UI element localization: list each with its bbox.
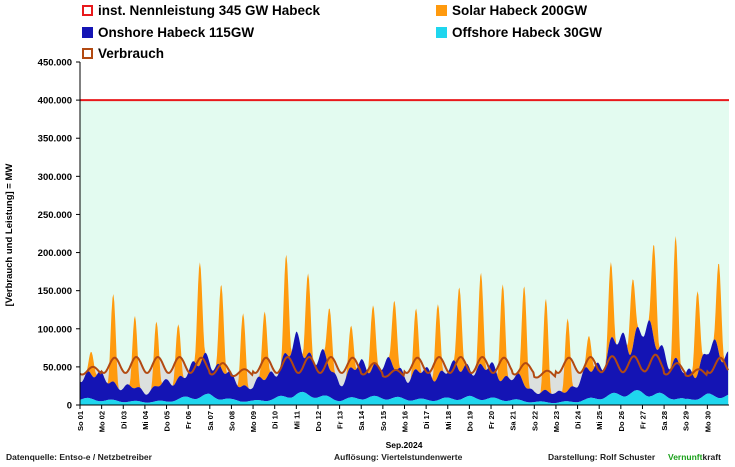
legend-label-solar: Solar Habeck 200GW: [452, 3, 588, 18]
x-tick-label: So 08: [227, 411, 236, 431]
x-tick-label: So 01: [76, 411, 85, 431]
x-tick-label: Sa 14: [357, 410, 366, 430]
legend: inst. Nennleistung 345 GW Habeck Solar H…: [0, 0, 735, 64]
x-tick-label: Di 10: [271, 411, 280, 429]
x-tick-label: Sa 07: [206, 411, 215, 431]
x-tick-label: Mi 04: [141, 410, 150, 430]
footer-resolution: Auflösung: Viertelstundenwerte: [334, 452, 463, 462]
x-tick-label: Do 05: [163, 411, 172, 431]
series-layer: [79, 99, 729, 405]
offshore-swatch-icon: [436, 27, 447, 38]
x-tick-label: Mi 18: [444, 411, 453, 430]
x-tick-label: Mi 11: [292, 411, 301, 429]
y-tick-label: 450.000: [38, 58, 72, 69]
legend-label-offshore: Offshore Habeck 30GW: [452, 25, 603, 40]
x-tick-label: Mo 30: [703, 411, 712, 432]
footer-brand-dark: kraft: [702, 452, 721, 462]
solar-area: [80, 236, 729, 395]
legend-item-offshore: Offshore Habeck 30GW: [436, 25, 602, 40]
legend-label-capacity: inst. Nennleistung 345 GW Habeck: [98, 3, 321, 18]
footer-author: Darstellung: Rolf Schuster: [548, 452, 656, 462]
x-tick-label: Do 19: [465, 411, 474, 431]
x-tick-label: Mi 25: [595, 411, 604, 430]
x-tick-label: So 29: [682, 411, 691, 431]
x-tick-label: Fr 20: [487, 411, 496, 429]
legend-label-consumption: Verbrauch: [98, 46, 165, 61]
y-tick-label: 300.000: [38, 172, 72, 183]
x-tick-label: Do 12: [314, 411, 323, 431]
y-tick-label: 150.000: [38, 286, 72, 297]
x-tick-label: Do 26: [617, 411, 626, 431]
footer-brand: Vernunftkraft: [668, 452, 721, 462]
y-tick-label: 0: [67, 401, 72, 412]
x-tick-label: Fr 27: [639, 411, 648, 429]
capacity-swatch-icon: [82, 5, 93, 16]
x-axis-label: Sep.2024: [386, 440, 423, 450]
onshore-swatch-icon: [82, 27, 93, 38]
legend-item-consumption: Verbrauch: [82, 46, 164, 61]
y-tick-label: 100.000: [38, 324, 72, 335]
legend-label-onshore: Onshore Habeck 115GW: [98, 25, 255, 40]
x-tick-label: Fr 06: [184, 411, 193, 429]
y-tick-label: 200.000: [38, 248, 72, 259]
consumption-swatch-icon: [82, 48, 93, 59]
x-tick-label: Mo 09: [249, 411, 258, 432]
offshore-area: [80, 390, 729, 405]
y-tick-label: 400.000: [38, 96, 72, 107]
x-tick-label: Sa 21: [509, 411, 518, 431]
legend-item-capacity: inst. Nennleistung 345 GW Habeck: [82, 3, 320, 18]
x-tick-label: Di 24: [574, 410, 583, 429]
y-tick-label: 250.000: [38, 210, 72, 221]
axes-layer: 0 50.000 100.000 150.000 200.000 250.000 300.0…: [38, 58, 729, 432]
consumption-line: [79, 353, 729, 379]
x-tick-label: Di 17: [422, 411, 431, 429]
y-tick-label: 50.000: [43, 362, 72, 373]
legend-item-onshore: Onshore Habeck 115GW: [82, 25, 254, 40]
x-tick-label: Mo 02: [98, 411, 107, 432]
x-tick-label: Mo 16: [401, 411, 410, 432]
solar-swatch-icon: [436, 5, 447, 16]
legend-item-solar: Solar Habeck 200GW: [436, 3, 587, 18]
x-tick-label: Di 03: [119, 411, 128, 429]
y-tick-label: 350.000: [38, 134, 72, 145]
x-tick-label: So 22: [530, 411, 539, 431]
x-tick-label: Mo 23: [552, 411, 561, 432]
y-axis-label: [Verbrauch und Leistung] = MW: [4, 164, 15, 307]
x-tick-label: Fr 13: [336, 411, 345, 429]
onshore-area: [80, 320, 729, 404]
footer-source: Datenquelle: Entso-e / Netzbetreiber: [6, 452, 152, 462]
footer-brand-green: Vernunft: [668, 452, 703, 462]
x-tick-label: Sa 28: [660, 411, 669, 431]
x-tick-label: So 15: [379, 411, 388, 431]
